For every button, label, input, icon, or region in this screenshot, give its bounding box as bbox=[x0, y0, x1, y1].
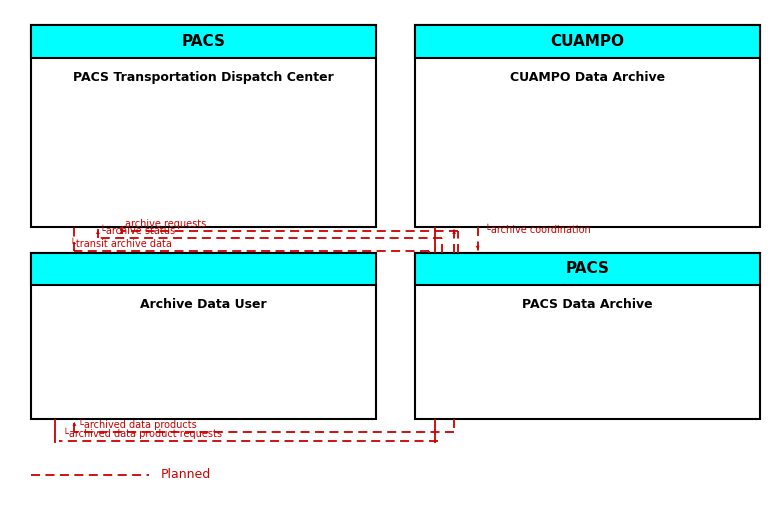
Bar bbox=[415, 252, 760, 285]
Bar bbox=[31, 252, 376, 419]
Text: └archived data products: └archived data products bbox=[78, 418, 197, 430]
Text: PACS: PACS bbox=[182, 34, 226, 49]
Bar bbox=[31, 25, 376, 227]
Bar bbox=[415, 25, 760, 58]
Text: └archive coordination: └archive coordination bbox=[485, 225, 591, 235]
Text: └archived data product requests: └archived data product requests bbox=[63, 428, 222, 439]
Text: Archive Data User: Archive Data User bbox=[140, 298, 267, 311]
Text: archive requests: archive requests bbox=[125, 219, 207, 229]
Bar bbox=[31, 25, 376, 58]
Text: PACS Data Archive: PACS Data Archive bbox=[522, 298, 652, 311]
Bar bbox=[415, 252, 760, 419]
Text: └archive status: └archive status bbox=[100, 226, 175, 236]
Text: └transit archive data: └transit archive data bbox=[70, 239, 172, 249]
Bar bbox=[31, 252, 376, 285]
Bar bbox=[415, 25, 760, 227]
Text: CUAMPO Data Archive: CUAMPO Data Archive bbox=[510, 71, 665, 84]
Text: PACS: PACS bbox=[565, 262, 609, 276]
Text: PACS Transportation Dispatch Center: PACS Transportation Dispatch Center bbox=[73, 71, 334, 84]
Text: Planned: Planned bbox=[161, 468, 211, 481]
Text: CUAMPO: CUAMPO bbox=[550, 34, 624, 49]
